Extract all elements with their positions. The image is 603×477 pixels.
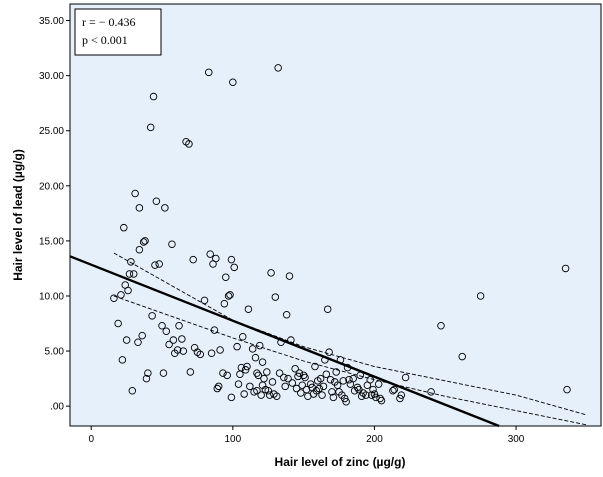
- y-axis-title: Hair level of lead (µg/g): [11, 149, 25, 281]
- stat-annotation: r = − 0.436 p < 0.001: [75, 9, 161, 55]
- y-tick-label: 35.00: [39, 16, 64, 27]
- x-axis-title: Hair level of zinc (µg/g): [275, 455, 406, 469]
- y-tick-label: 20.00: [39, 181, 64, 192]
- y-tick-label: 5.00: [45, 347, 65, 358]
- y-tick-label: .00: [50, 402, 64, 413]
- stat-p-value: p < 0.001: [82, 33, 128, 47]
- x-tick-label: 300: [508, 434, 525, 445]
- x-tick-label: 100: [224, 434, 241, 445]
- y-tick-label: 15.00: [39, 236, 64, 247]
- x-tick-label: 0: [88, 434, 94, 445]
- stat-r-value: r = − 0.436: [82, 15, 136, 29]
- y-tick-label: 30.00: [39, 71, 64, 82]
- y-tick-label: 10.00: [39, 291, 64, 302]
- y-tick-label: 25.00: [39, 126, 64, 137]
- plot-background: [70, 4, 601, 426]
- x-tick-label: 200: [366, 434, 383, 445]
